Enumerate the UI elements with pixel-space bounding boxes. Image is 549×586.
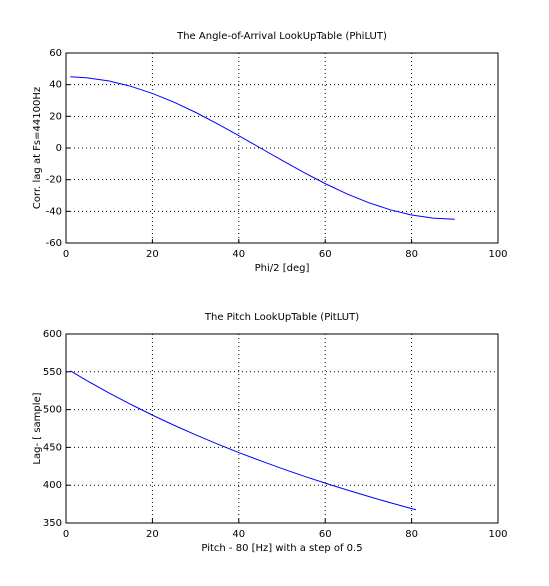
y-axis-label: Corr. lag at Fs=44100Hz — [32, 87, 43, 209]
x-tick-label: 80 — [405, 249, 418, 260]
data-line — [70, 76, 455, 220]
x-tick-label: 100 — [488, 249, 507, 260]
x-tick-label: 20 — [146, 529, 159, 540]
x-tick-label: 0 — [63, 529, 69, 540]
y-axis-label: Lag- [ sample] — [32, 392, 43, 464]
x-tick-label: 20 — [146, 249, 159, 260]
y-tick-label: 550 — [43, 367, 62, 378]
y-tick-label: 40 — [49, 80, 62, 91]
y-tick-label: 60 — [49, 48, 62, 59]
x-tick-label: 40 — [232, 529, 245, 540]
y-tick-label: 400 — [43, 480, 62, 491]
y-tick-label: 350 — [43, 518, 62, 529]
y-tick-label: 500 — [43, 405, 62, 416]
x-tick-label: 60 — [319, 249, 332, 260]
y-tick-label: -20 — [46, 175, 62, 186]
x-tick-label: 100 — [488, 529, 507, 540]
x-axis-label: Pitch - 80 [Hz] with a step of 0.5 — [201, 543, 362, 554]
y-tick-label: -40 — [46, 206, 62, 217]
x-tick-label: 80 — [405, 529, 418, 540]
plot-area — [65, 333, 499, 524]
y-tick-label: 0 — [56, 143, 62, 154]
y-tick-label: 600 — [43, 329, 62, 340]
x-tick-label: 60 — [319, 529, 332, 540]
y-tick-label: -60 — [46, 238, 62, 249]
chart-title: The Pitch LookUpTable (PitLUT) — [204, 312, 359, 323]
chart-title: The Angle-of-Arrival LookUpTable (PhiLUT… — [176, 31, 387, 42]
x-tick-label: 0 — [63, 249, 69, 260]
y-tick-label: 450 — [43, 442, 62, 453]
x-axis-label: Phi/2 [deg] — [255, 263, 310, 274]
x-tick-label: 40 — [232, 249, 245, 260]
y-tick-label: 20 — [49, 111, 62, 122]
data-line — [70, 370, 417, 511]
